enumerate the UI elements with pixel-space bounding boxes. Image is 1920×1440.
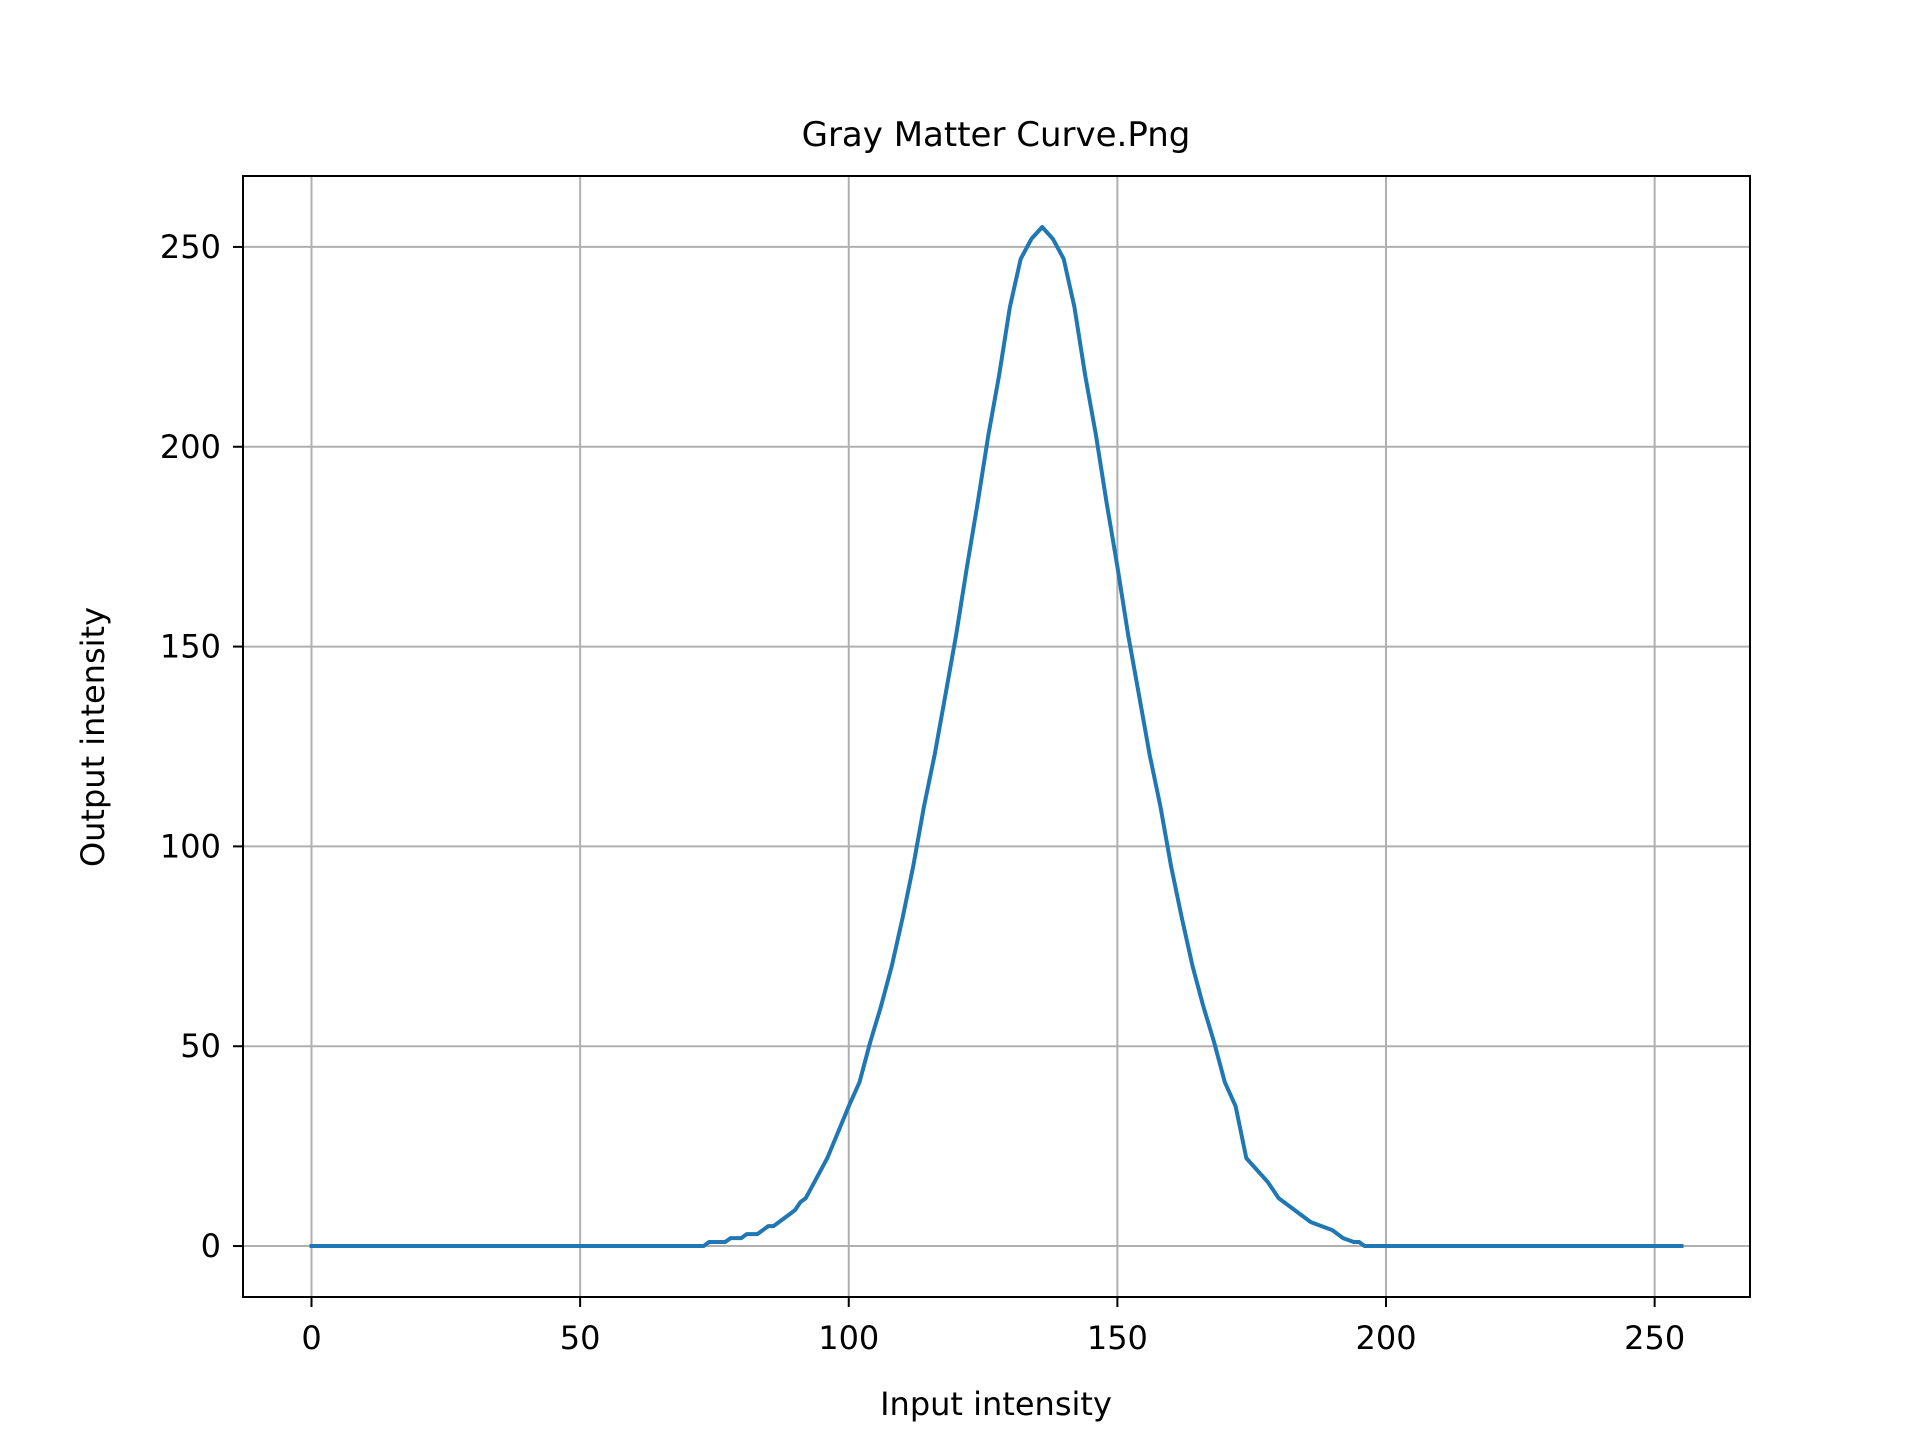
chart-title: Gray Matter Curve.Png (802, 115, 1191, 155)
y-tick-label: 200 (160, 428, 221, 466)
y-axis-label: Output intensity (74, 607, 112, 867)
plot-frame (242, 175, 1751, 1298)
series-line (309, 225, 1684, 1248)
series-layer (309, 225, 1684, 1248)
x-tick-label: 0 (301, 1319, 321, 1357)
axis-ticks: 0 50 100 150 200 250 0 50 100 150 200 250 (160, 228, 1685, 1357)
x-tick-label: 150 (1087, 1319, 1148, 1357)
x-tick-label: 50 (560, 1319, 601, 1357)
y-tick-label: 50 (180, 1027, 221, 1065)
x-tick-label: 200 (1355, 1319, 1416, 1357)
x-tick-label: 100 (818, 1319, 879, 1357)
y-tick-label: 100 (160, 827, 221, 865)
y-tick-label: 250 (160, 228, 221, 266)
x-tick-label: 250 (1624, 1319, 1685, 1357)
y-tick-label: 0 (201, 1227, 221, 1265)
y-tick-label: 150 (160, 628, 221, 666)
x-axis-label: Input intensity (880, 1385, 1112, 1423)
